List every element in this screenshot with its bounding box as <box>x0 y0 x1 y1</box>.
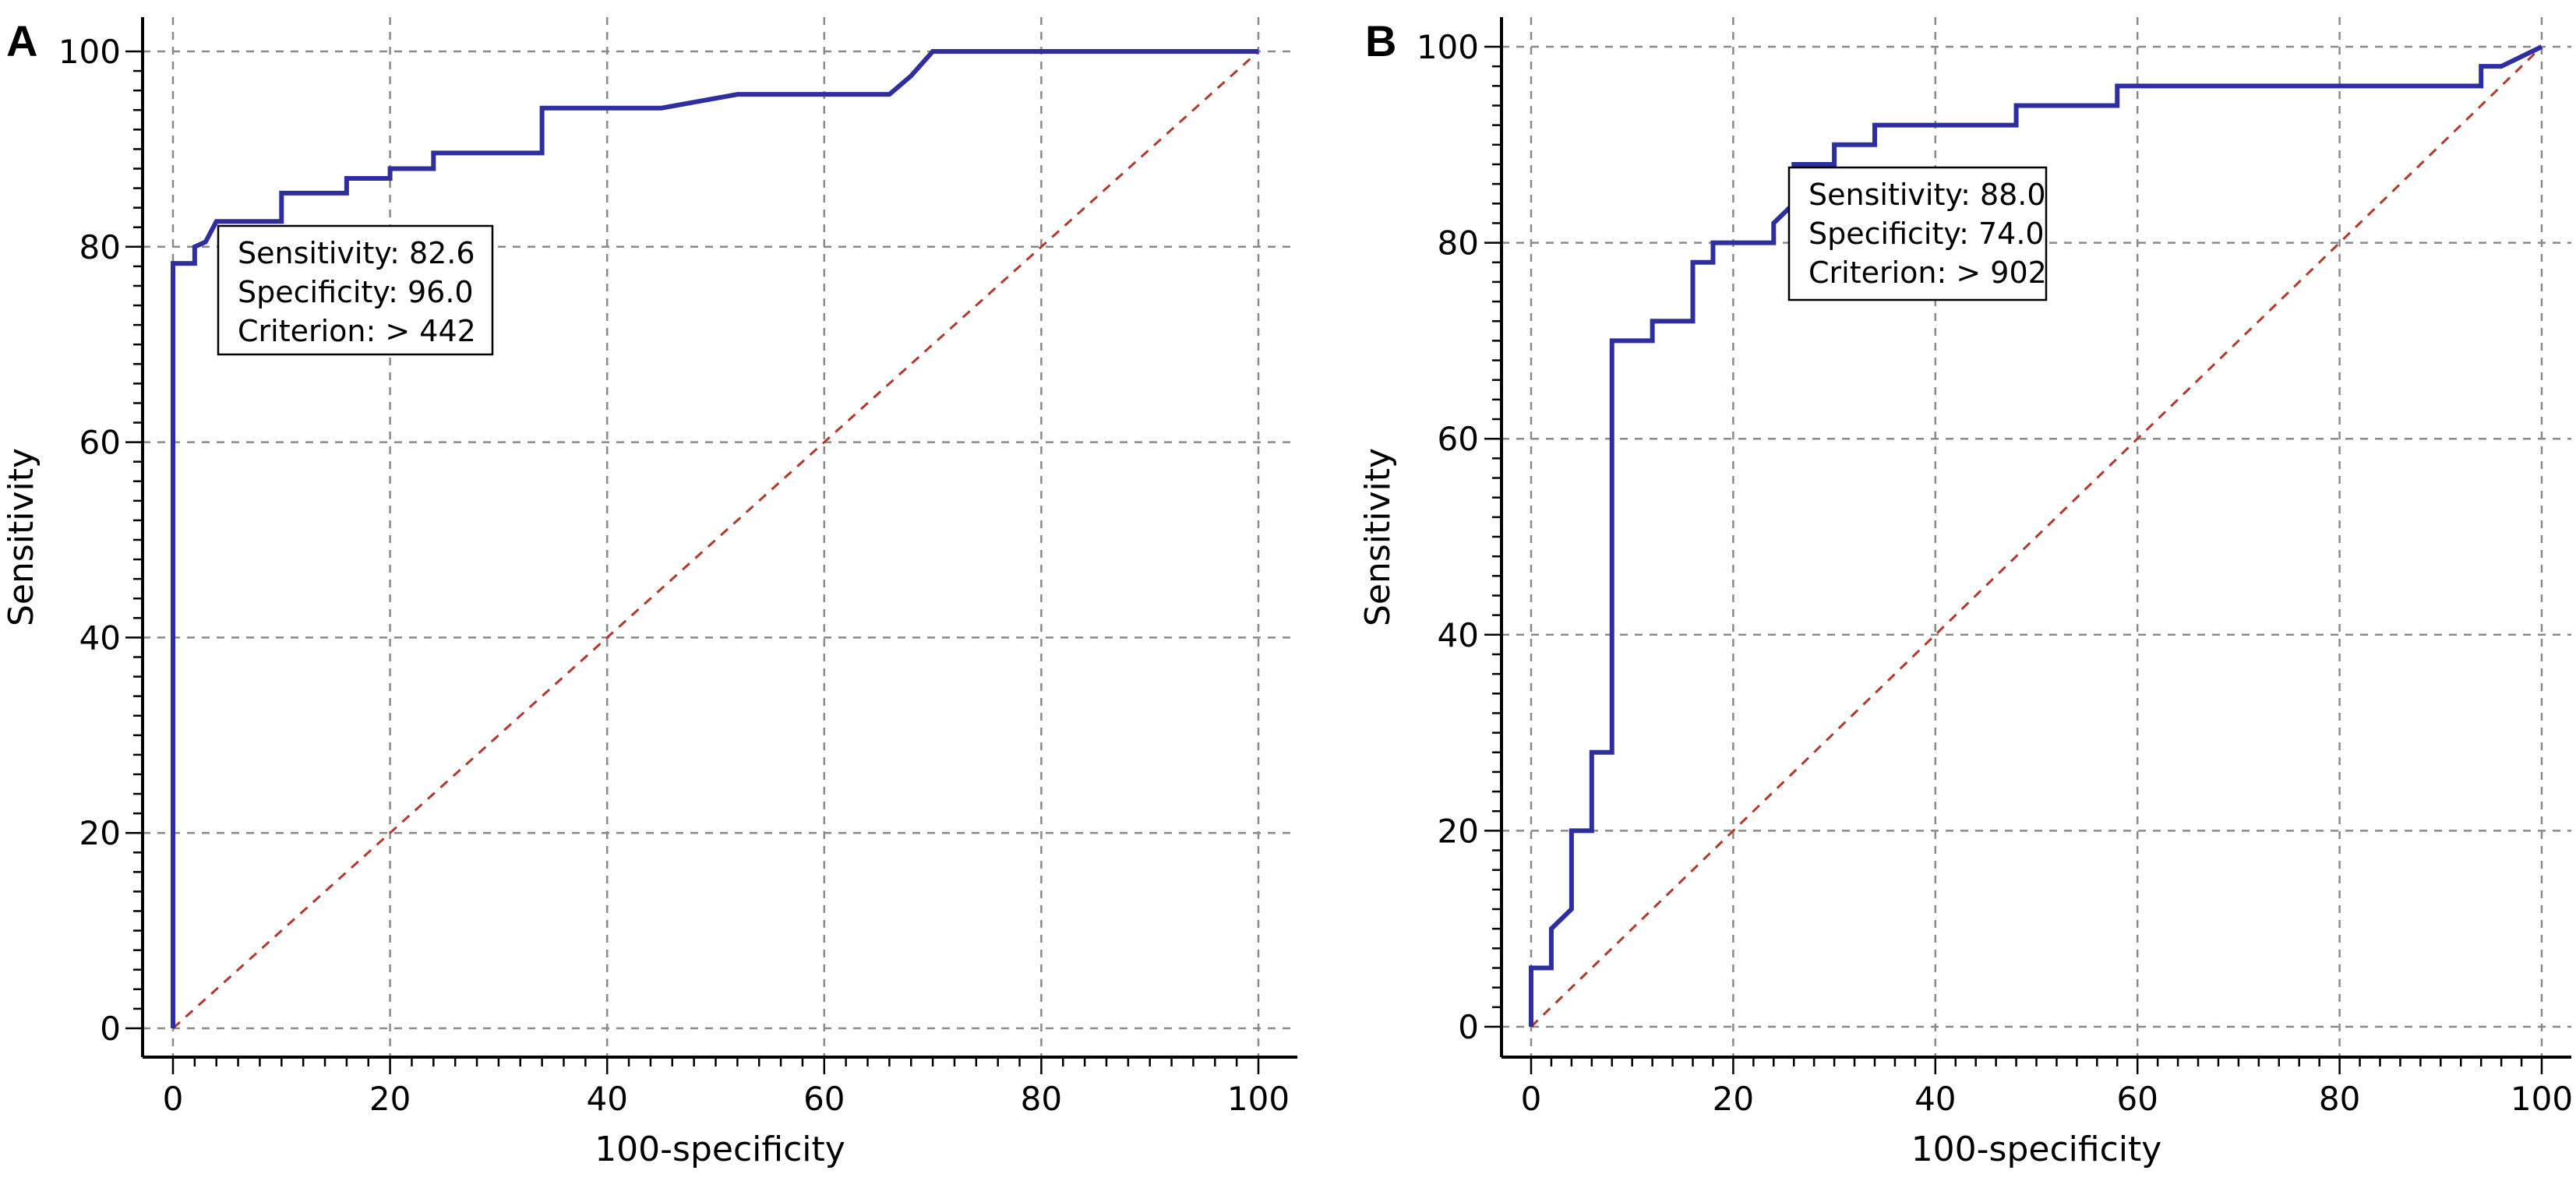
y-tick-label: 60 <box>79 424 121 462</box>
annotation-line: Sensitivity: 88.0 <box>1808 178 2046 212</box>
y-tick-label: 80 <box>1438 224 1479 263</box>
criterion-annotation: Sensitivity: 88.0 Specificity: 74.0 Criter… <box>1787 166 2048 301</box>
reference-diagonal-line <box>171 50 1260 1030</box>
criterion-annotation: Sensitivity: 82.6 Specificity: 96.0 Criter… <box>217 224 494 356</box>
y-tick-label: 20 <box>1438 812 1479 850</box>
x-tick-label: 20 <box>369 1080 411 1118</box>
y-tick-label: 80 <box>79 228 121 266</box>
y-tick-label: 100 <box>58 33 121 71</box>
x-tick-label: 60 <box>803 1080 845 1118</box>
annotation-box <box>217 224 494 356</box>
y-tick-label: 0 <box>1458 1008 1479 1046</box>
x-axis-label: 100-specificity <box>595 1130 845 1169</box>
x-tick-label: 40 <box>1914 1080 1956 1118</box>
annotation-line: Sensitivity: 82.6 <box>238 236 475 270</box>
x-tick-label: 100 <box>2511 1080 2573 1118</box>
x-tick-label: 100 <box>1227 1080 1290 1118</box>
y-tick-label: 0 <box>100 1010 121 1048</box>
y-tick-label: 40 <box>79 619 121 657</box>
x-tick-label: 80 <box>2319 1080 2360 1118</box>
roc-curve-line <box>1529 44 2543 1027</box>
x-tick-label: 40 <box>586 1080 627 1118</box>
x-axis-label: 100-specificity <box>1911 1130 2162 1169</box>
x-tick-label: 0 <box>163 1080 184 1118</box>
y-tick-label: 100 <box>1417 28 1479 66</box>
y-axis-label: Sensitivity <box>1358 448 1398 626</box>
annotation-line: Specificity: 74.0 <box>1808 217 2045 251</box>
roc-curve-line <box>171 49 1258 1028</box>
annotation-line: Specificity: 96.0 <box>238 275 474 309</box>
y-axis-label: Sensitivity <box>2 448 41 626</box>
x-tick-label: 60 <box>2116 1080 2158 1118</box>
annotation-line: Criterion: > 442 <box>238 314 476 348</box>
panel-letter: B <box>1365 16 1396 65</box>
y-tick-label: 60 <box>1438 420 1479 458</box>
annotation-box <box>1787 166 2048 301</box>
x-tick-label: 0 <box>1521 1080 1542 1118</box>
roc-panel-a: A 0 20 40 60 80 100 0 20 40 60 80 100 100-specificity… <box>2 16 1297 1169</box>
reference-diagonal-line <box>1530 45 2543 1028</box>
annotation-line: Criterion: > 902 <box>1808 256 2047 290</box>
y-tick-label: 40 <box>1438 616 1479 654</box>
y-tick-label: 20 <box>79 814 121 852</box>
roc-panel-b: B 0 20 40 60 80 100 0 20 40 60 80 100 100-specificity… <box>1358 16 2573 1169</box>
x-tick-label: 80 <box>1021 1080 1062 1118</box>
panel-letter: A <box>6 16 37 65</box>
x-tick-label: 20 <box>1713 1080 1754 1118</box>
